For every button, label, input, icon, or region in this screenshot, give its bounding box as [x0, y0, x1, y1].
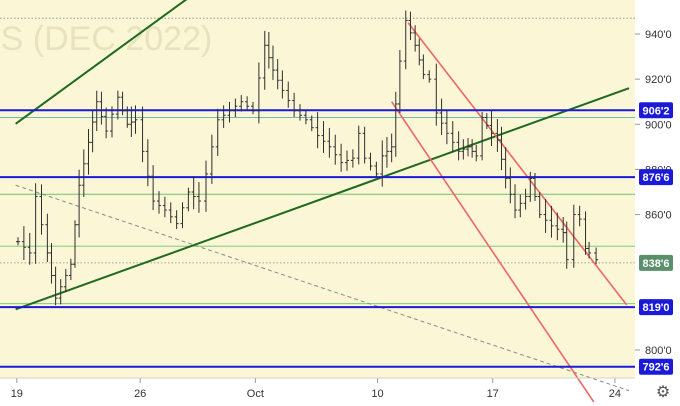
red-channel-lower	[390, 101, 595, 403]
level-tag	[639, 358, 673, 375]
level-tag-label: 819'0	[642, 302, 669, 314]
level-tag	[639, 102, 673, 119]
axis-ticks: 1926Oct101724940'0920'0900'0880'0860'080…	[11, 29, 672, 400]
dashed-trend-line	[15, 184, 630, 392]
y-tick-label: 800'0	[645, 345, 672, 357]
level-tag-label: 906'2	[642, 105, 669, 117]
symbol-watermark: ES (DEC 2022)	[0, 20, 212, 58]
x-tick-label: 10	[371, 388, 383, 400]
level-tags: 906'2 876'6 838'6 819'0 792'6	[639, 102, 673, 375]
x-tick-label: 19	[11, 388, 23, 400]
level-tag-label: 838'6	[642, 258, 669, 270]
green-channel-lower	[15, 87, 630, 311]
level-tag-label: 792'6	[642, 362, 669, 374]
x-tick-label: 26	[134, 388, 146, 400]
plot-background	[0, 0, 635, 378]
level-tag-label: 876'6	[642, 172, 669, 184]
trend-lines	[15, 0, 630, 403]
level-tag	[639, 299, 673, 316]
level-tag	[639, 169, 673, 186]
red-channel-upper	[407, 22, 628, 306]
y-tick-label: 920'0	[645, 74, 672, 86]
x-tick-label: 24	[609, 388, 621, 400]
y-tick-label: 860'0	[645, 210, 672, 222]
price-axis-background	[635, 0, 680, 406]
x-tick-label: 17	[487, 388, 499, 400]
price-series	[16, 10, 599, 306]
green-channel-upper	[15, 0, 188, 125]
x-tick-label: Oct	[247, 388, 264, 400]
gear-icon[interactable]: ⚙	[655, 384, 671, 401]
time-axis-background	[0, 378, 635, 406]
y-tick-label: 900'0	[645, 119, 672, 131]
level-tag	[639, 254, 673, 271]
y-tick-label: 940'0	[645, 29, 672, 41]
